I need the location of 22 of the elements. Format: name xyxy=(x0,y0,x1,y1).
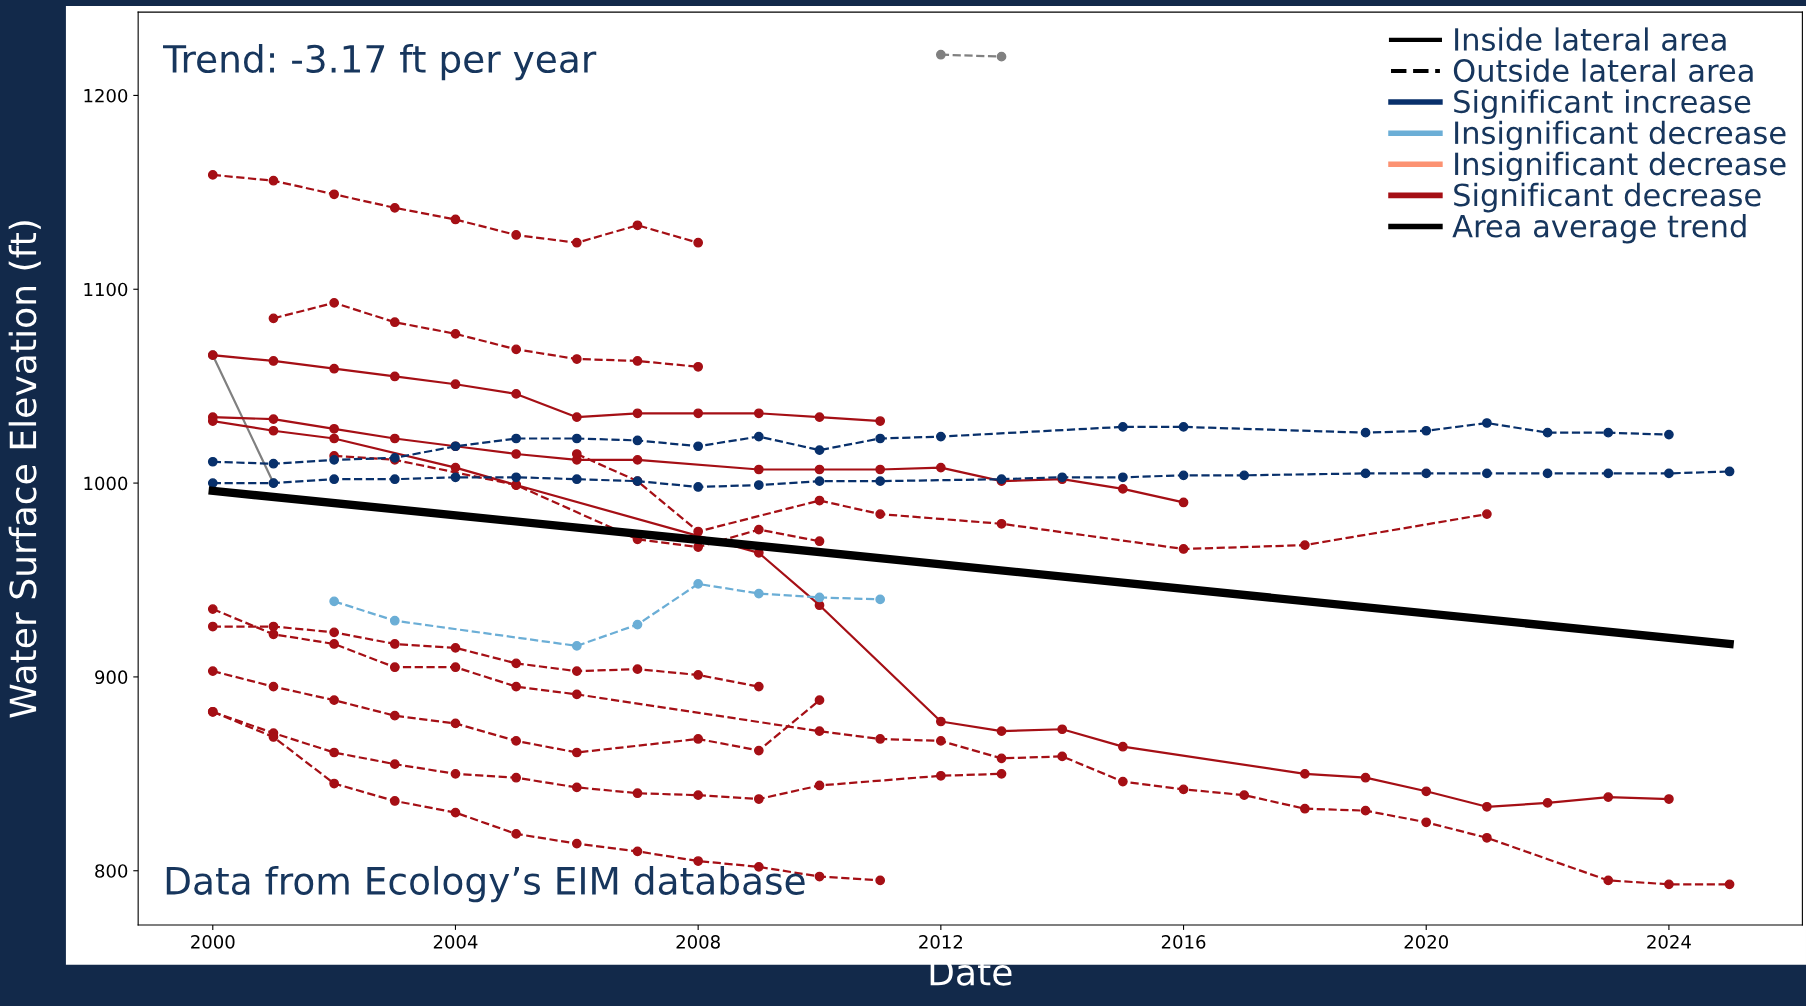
legend-label: Significant decrease xyxy=(1454,182,1761,213)
x-tick-label: 2008 xyxy=(676,935,720,949)
legend-label: Inside lateral area xyxy=(1455,27,1726,51)
legend-label: Insignificant decrease xyxy=(1455,151,1786,182)
x-tick-label: 2012 xyxy=(919,935,963,949)
legend-label: Outside lateral area xyxy=(1453,58,1753,83)
legend-label: Insignificant decrease xyxy=(1455,120,1786,151)
y-tick-label: 1100 xyxy=(84,282,128,297)
y-tick-label: 800 xyxy=(95,864,128,878)
x-tick-label: 2020 xyxy=(1404,935,1448,949)
y-tick-label: 900 xyxy=(95,670,128,685)
x-tick-label: 2024 xyxy=(1647,935,1691,949)
x-tick-label: 2004 xyxy=(433,935,478,949)
y-tick-label: 1000 xyxy=(84,476,128,491)
legend-label: Significant increase xyxy=(1454,89,1751,120)
y-tick-label: 1200 xyxy=(84,88,128,103)
legend-label: Area average trend xyxy=(1452,213,1746,244)
x-tick-label: 2016 xyxy=(1161,935,1206,949)
annotation: Trend: -3.17 ft per year xyxy=(163,44,597,81)
y-axis-title: Water Surface Elevation (ft) xyxy=(8,221,41,718)
x-tick-label: 2000 xyxy=(191,935,235,949)
annotation: Data from Ecology’s EIM database xyxy=(166,865,805,903)
